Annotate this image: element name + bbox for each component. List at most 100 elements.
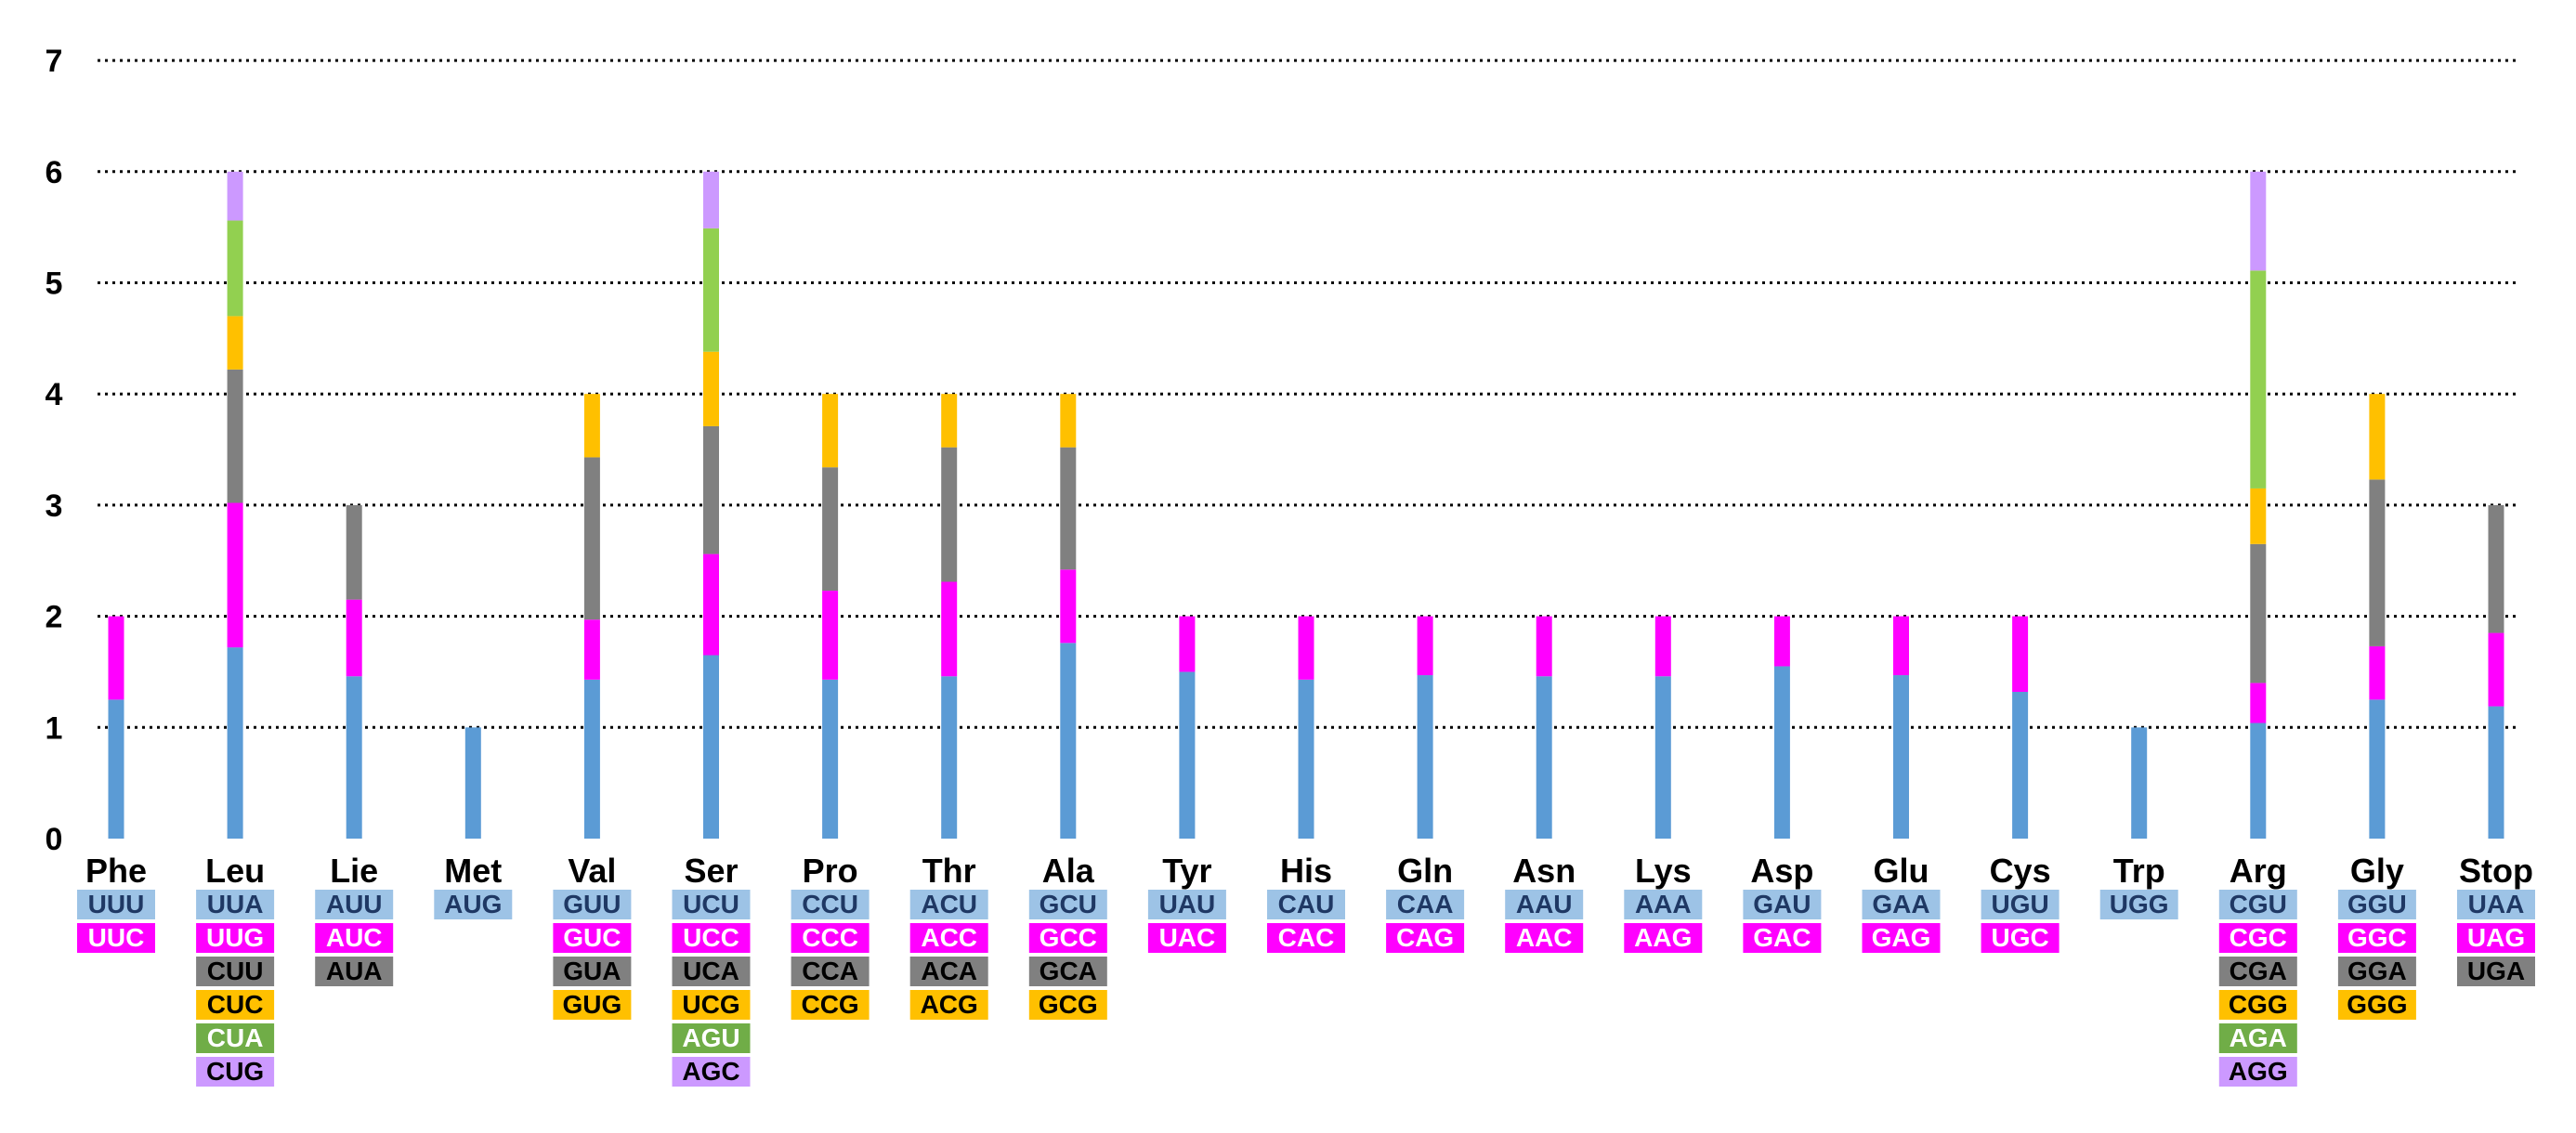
- codon-label-ACG: ACG: [921, 990, 978, 1019]
- codon-label-GCU: GCU: [1040, 890, 1097, 918]
- codon-chip-CCU: [791, 890, 870, 919]
- codon-chip-UAG: [2457, 923, 2535, 953]
- codon-label-AUU: AUU: [326, 890, 383, 918]
- bar-segment-ACU: [941, 676, 958, 839]
- codon-chip-UGC: [1981, 923, 2059, 953]
- amino-acid-label-Lys: Lys: [1635, 852, 1692, 890]
- codon-chip-AAA: [1624, 890, 1703, 919]
- amino-acid-label-Glu: Glu: [1874, 852, 1929, 890]
- bar-segment-UCA: [703, 425, 719, 554]
- codon-label-GGA: GGA: [2347, 957, 2407, 985]
- codon-label-GUA: GUA: [563, 957, 621, 985]
- codon-chip-CAC: [1267, 923, 1345, 953]
- codon-chip-CGG: [2218, 990, 2297, 1020]
- codon-label-UCA: UCA: [683, 957, 739, 985]
- codon-chip-AAC: [1505, 923, 1584, 953]
- codon-label-AAG: AAG: [1634, 923, 1692, 952]
- codon-chip-GUA: [553, 957, 632, 986]
- bar-segment-UAU: [1179, 671, 1196, 839]
- amino-acid-label-Phe: Phe: [85, 852, 147, 890]
- codon-label-GAA: GAA: [1872, 890, 1929, 918]
- codon-chip-CUG: [196, 1057, 275, 1087]
- codon-label-CGC: CGC: [2229, 923, 2287, 952]
- codon-chip-CCC: [791, 923, 870, 953]
- codon-chip-AAU: [1505, 890, 1584, 919]
- y-tick-label: 2: [46, 600, 63, 635]
- bar-segment-UUG: [227, 502, 243, 648]
- gridlines: [98, 59, 2517, 729]
- bar-segment-ACG: [941, 394, 958, 448]
- codon-chip-UAC: [1147, 923, 1226, 953]
- codon-chip-GCU: [1028, 890, 1107, 919]
- codon-chip-UUA: [196, 890, 275, 919]
- bar-segment-CUG: [227, 171, 243, 221]
- bar-segment-AGG: [2250, 171, 2267, 271]
- codon-chip-UAU: [1147, 890, 1226, 919]
- codon-chip-CGA: [2218, 957, 2297, 986]
- codon-chip-UGU: [1981, 890, 2059, 919]
- codon-chip-GUG: [553, 990, 632, 1020]
- bar-segment-UCC: [703, 553, 719, 656]
- codon-label-UAA: UAA: [2468, 890, 2525, 918]
- codon-chip-GGA: [2337, 957, 2416, 986]
- bar-segment-GAA: [1893, 675, 1909, 839]
- codon-label-UAU: UAU: [1159, 890, 1216, 918]
- codon-label-GCA: GCA: [1040, 957, 1097, 985]
- codon-label-AGA: AGA: [2229, 1023, 2287, 1052]
- codon-chip-CCG: [791, 990, 870, 1020]
- bar-segment-CGG: [2250, 488, 2267, 544]
- bar-segment-GCA: [1060, 447, 1077, 570]
- y-tick-label: 4: [46, 377, 63, 412]
- amino-acid-label-Ser: Ser: [684, 852, 738, 890]
- amino-acid-label-Met: Met: [444, 852, 502, 890]
- bar-segment-CAC: [1298, 616, 1314, 680]
- amino-acid-label-Thr: Thr: [922, 852, 976, 890]
- bar-segment-ACC: [941, 581, 958, 677]
- codon-chip-AGG: [2218, 1057, 2297, 1087]
- codon-label-UUC: UUC: [88, 923, 145, 952]
- bar-segment-AAA: [1654, 676, 1671, 839]
- codon-chip-AGC: [672, 1057, 751, 1087]
- codon-label-GCG: GCG: [1039, 990, 1098, 1019]
- codon-label-GUC: GUC: [563, 923, 621, 952]
- codon-label-GGG: GGG: [2347, 990, 2407, 1019]
- codon-chip-AGA: [2218, 1023, 2297, 1053]
- codon-chip-GUU: [553, 890, 632, 919]
- amino-acid-label-Val: Val: [568, 852, 616, 890]
- bar-segment-CAA: [1417, 675, 1433, 839]
- bar-segment-CAG: [1417, 616, 1433, 676]
- bar-segment-GUU: [583, 679, 600, 839]
- codon-label-UCU: UCU: [683, 890, 739, 918]
- bar-segment-GCG: [1060, 394, 1077, 448]
- codon-chip-GGG: [2337, 990, 2416, 1020]
- amino-acid-label-Leu: Leu: [205, 852, 265, 890]
- codon-chip-UGG: [2099, 890, 2178, 919]
- bar-segment-CUA: [227, 220, 243, 317]
- amino-acid-label-Stop: Stop: [2459, 852, 2533, 890]
- codon-chip-GCA: [1028, 957, 1107, 986]
- bar-segment-GCC: [1060, 569, 1077, 644]
- bar-segment-AGC: [703, 171, 719, 228]
- bar-segment-UAA: [2488, 706, 2504, 839]
- codon-label-AAA: AAA: [1635, 890, 1692, 918]
- codon-label-CUG: CUG: [206, 1057, 264, 1086]
- bar-segment-AGA: [2250, 270, 2267, 488]
- codon-label-ACA: ACA: [921, 957, 977, 985]
- codon-label-CAA: CAA: [1397, 890, 1454, 918]
- bar-segment-AUU: [346, 676, 362, 839]
- amino-acid-label-Tyr: Tyr: [1162, 852, 1211, 890]
- bar-segment-CAU: [1298, 679, 1314, 839]
- codon-label-GAG: GAG: [1872, 923, 1931, 952]
- amino-acid-label-Pro: Pro: [803, 852, 858, 890]
- amino-acid-label-Gln: Gln: [1397, 852, 1453, 890]
- codon-label-UGC: UGC: [1991, 923, 2048, 952]
- codon-labels: UUU UUC UUA UUG CUU CUC CUA CUG AUU AUC AUA AUG GUU G…: [77, 890, 2535, 1087]
- codon-label-CCC: CCC: [802, 923, 858, 952]
- bar-segment-AUG: [464, 727, 481, 839]
- bar-segment-CGU: [2250, 723, 2267, 839]
- codon-label-UUA: UUA: [207, 890, 264, 918]
- bar-segment-GUA: [583, 457, 600, 620]
- y-tick-label: 7: [46, 44, 63, 79]
- codon-chip-UCC: [672, 923, 751, 953]
